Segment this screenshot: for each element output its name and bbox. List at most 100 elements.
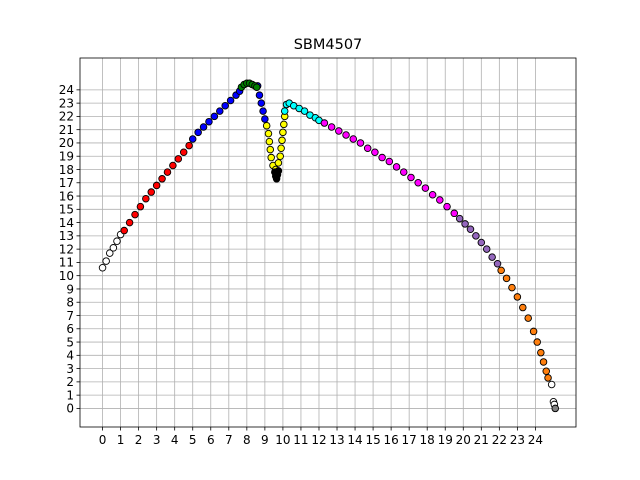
data-point [466,225,475,233]
data-point [102,257,110,265]
x-tick-label: 14 [347,433,362,447]
data-point [542,367,550,376]
series-yellow [262,112,289,174]
y-tick-label: 2 [66,375,74,389]
data-point [199,123,208,131]
data-point [300,107,309,115]
data-point [450,209,459,218]
series-magenta [320,119,459,218]
y-tick-label: 22 [59,110,74,124]
y-tick-label: 7 [66,309,74,323]
data-point [472,232,480,240]
plot-frame [79,57,577,428]
series-orange [497,266,552,382]
data-point [261,115,269,123]
data-point [335,127,343,135]
y-tick-label: 5 [66,335,74,349]
y-tick-label: 20 [59,136,74,150]
series-red [120,141,193,235]
data-point [414,179,422,187]
data-point [385,157,394,166]
data-point [205,117,213,126]
data-point [407,173,415,182]
chart-title: SBM4507 [294,37,363,53]
series-blue [188,82,269,143]
x-tick-label: 1 [117,433,125,447]
data-point [428,190,437,199]
data-point [455,214,464,223]
y-tick-label: 19 [59,150,74,164]
data-point [109,244,118,252]
data-point [371,148,379,156]
y-tick-label: 16 [59,189,74,203]
data-point [174,155,183,163]
data-point [547,380,556,389]
data-point [267,153,275,162]
y-tick-label: 4 [66,349,74,363]
data-point [529,327,538,336]
data-point [98,263,107,272]
series-black [271,167,283,183]
data-point [488,253,496,261]
x-tick-label: 24 [528,433,543,447]
y-tick-label: 1 [66,388,74,402]
data-point [179,148,188,156]
data-point [551,404,560,413]
data-point [349,135,358,143]
y-tick-label: 24 [59,83,74,97]
x-tick-label: 16 [383,433,398,447]
data-point [400,168,408,176]
y-tick-label: 13 [59,229,74,243]
data-point [259,107,267,115]
data-point [524,314,532,322]
x-tick-label: 21 [474,433,489,447]
data-point [226,96,235,105]
data-point [125,218,134,227]
x-tick-label: 12 [311,433,326,447]
data-point [276,152,284,160]
data-point [533,338,541,346]
data-point [378,153,386,162]
data-point [264,129,273,138]
data-point [363,144,372,153]
data-point [493,259,502,268]
y-tick-label: 15 [59,203,74,217]
x-tick-label: 10 [275,433,290,447]
x-tick-label: 17 [402,433,417,447]
data-point [280,120,288,129]
data-point [120,226,128,235]
data-point [169,161,177,170]
x-tick-label: 13 [329,433,344,447]
data-point [262,121,271,130]
y-tick-label: 9 [66,282,74,296]
data-point [544,374,552,382]
x-tick-label: 23 [510,433,525,447]
data-point [113,237,121,245]
y-tick-label: 23 [59,96,74,110]
data-point [513,293,522,301]
x-tick-label: 5 [189,433,197,447]
data-point [142,194,150,203]
data-point [265,137,274,146]
x-tick-label: 8 [243,433,251,447]
data-point [266,145,275,154]
y-tick-label: 18 [59,163,74,177]
x-tick-label: 2 [135,433,143,447]
data-point [443,202,451,211]
data-point [131,210,139,219]
data-point [221,102,229,110]
data-point [253,83,261,91]
data-point [497,266,505,275]
data-point [274,159,283,167]
x-tick-label: 4 [171,433,179,447]
data-point [539,358,548,366]
y-tick-label: 6 [66,322,74,336]
y-tick-label: 3 [66,362,74,376]
x-tick-label: 22 [492,433,507,447]
data-point [257,99,266,107]
x-tick-label: 18 [420,433,435,447]
data-points [98,79,560,413]
x-tick-label: 9 [261,433,269,447]
data-point [477,238,486,247]
data-point [188,135,197,143]
